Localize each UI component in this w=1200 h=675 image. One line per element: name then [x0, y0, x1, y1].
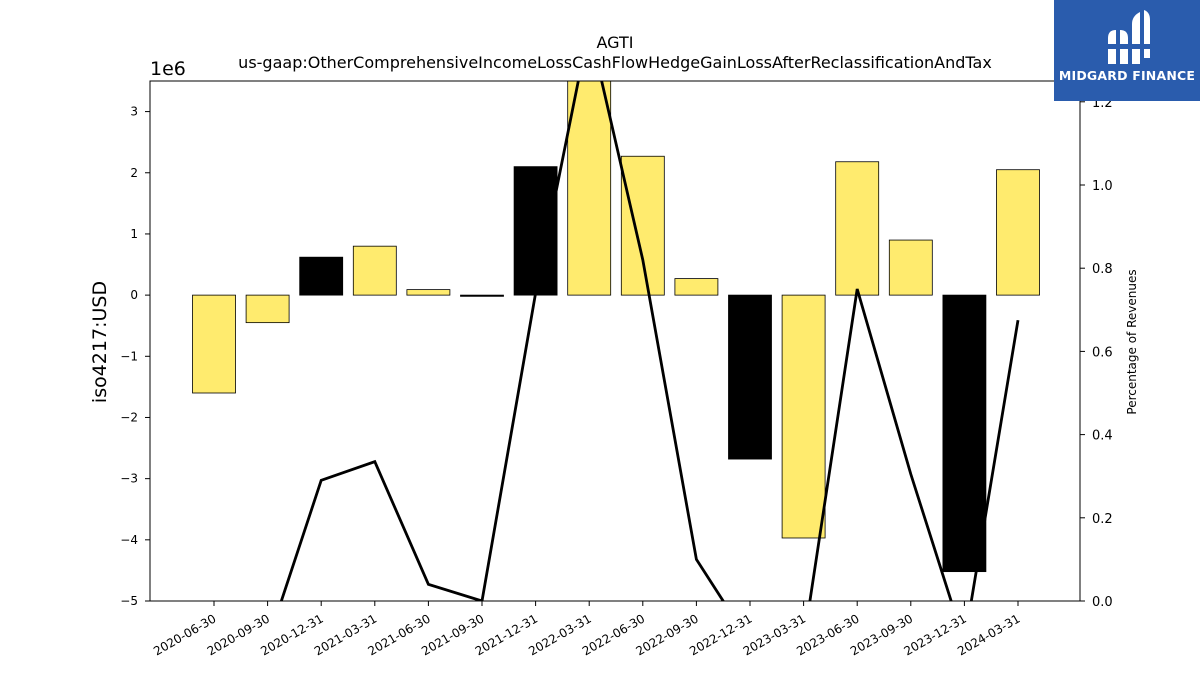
y2-tick-label: 0.2 [1092, 512, 1113, 527]
bar-2020-06-30 [192, 294, 236, 394]
y-tick-label: −2 [120, 410, 138, 424]
y-axis: 3 2 1 0 −1 −2 −3 −4 −5 [120, 105, 150, 608]
y-tick-label: 2 [130, 166, 138, 180]
bar-2022-09-30 [674, 278, 719, 296]
y2-tick-label: 0.4 [1092, 429, 1113, 444]
bar-2021-03-31 [352, 245, 397, 296]
y2-tick-label: 1.0 [1092, 179, 1113, 194]
y-tick-label: −3 [120, 472, 138, 486]
y-axis-label: iso4217:USD [89, 281, 111, 403]
y2-tick-label: 0.6 [1092, 345, 1113, 360]
chart-subtitle: us-gaap:OtherComprehensiveIncomeLossCash… [238, 53, 992, 72]
y-tick-label: −5 [120, 594, 138, 608]
y2-axis: 1.21.00.80.60.40.20.0 [1080, 96, 1113, 610]
line-layer [279, 81, 1020, 601]
y-tick-label: 0 [130, 288, 138, 302]
y-tick-label: −1 [120, 349, 138, 363]
bar-2022-12-31 [728, 294, 772, 460]
bar-2024-03-31 [996, 169, 1040, 296]
brand-logo: MIDGARD FINANCE [1054, 0, 1200, 101]
bar-2023-06-30 [835, 161, 880, 296]
bar-2020-09-30 [245, 294, 290, 324]
y-tick-label: 3 [130, 105, 138, 119]
chart-title: AGTI [597, 33, 634, 52]
x-axis: 2020-06-302020-09-302020-12-312021-03-31… [151, 601, 1023, 658]
bar-2022-03-31 [567, 81, 612, 296]
bar-2021-12-31 [513, 166, 558, 296]
bar-2023-03-31 [781, 294, 826, 539]
y-offset-text: 1e6 [150, 58, 186, 80]
y-tick-label: −4 [120, 533, 138, 547]
plot-frame [149, 80, 1081, 602]
bars-layer [192, 81, 1040, 573]
bar-2020-12-31 [299, 256, 344, 296]
logo-text: MIDGARD FINANCE [1058, 68, 1196, 83]
bar-2023-12-31 [942, 294, 987, 573]
y2-tick-label: 0.8 [1092, 262, 1113, 277]
bar-2021-09-30 [460, 294, 504, 297]
y-tick-label: 1 [130, 227, 138, 241]
revenue-percentage-line [279, 81, 1020, 601]
y2-tick-label: 0.0 [1092, 595, 1113, 610]
bar-2021-06-30 [406, 289, 451, 296]
bar-2022-06-30 [620, 155, 665, 296]
y2-axis-label: Percentage of Revenues [1125, 269, 1139, 414]
logo-mark-icon [1106, 10, 1150, 64]
bar-2023-09-30 [888, 239, 933, 296]
